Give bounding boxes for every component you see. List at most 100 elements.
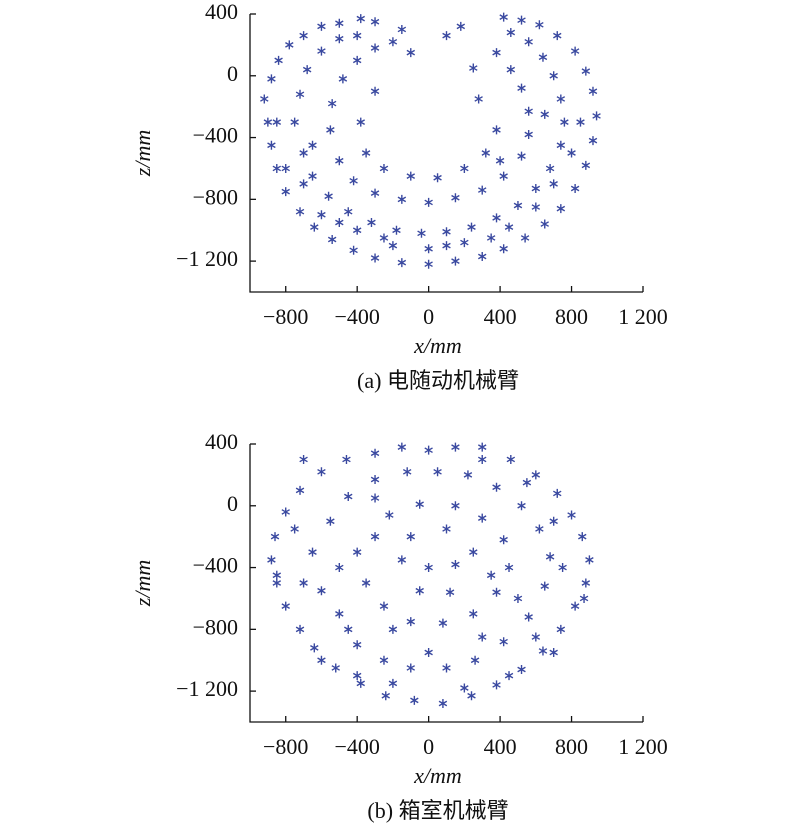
point — [576, 117, 585, 127]
y-tick-label: −1 200 — [176, 246, 238, 271]
point — [281, 601, 290, 611]
point — [367, 218, 376, 227]
point — [524, 129, 533, 139]
point — [460, 683, 469, 693]
point — [535, 20, 544, 30]
point — [361, 578, 371, 588]
point — [506, 65, 516, 75]
point — [352, 225, 362, 235]
point — [553, 31, 562, 41]
point — [281, 163, 290, 173]
point — [517, 15, 526, 25]
point — [344, 492, 353, 502]
point — [410, 695, 419, 705]
point — [370, 86, 380, 96]
point — [388, 678, 398, 688]
point — [517, 151, 526, 161]
point — [388, 624, 398, 634]
point — [299, 578, 308, 588]
point — [295, 89, 305, 99]
caption: (b) 箱室机械臂 — [367, 798, 508, 823]
point — [299, 179, 308, 189]
point — [517, 664, 526, 674]
point — [272, 578, 282, 588]
point — [556, 140, 566, 150]
point — [549, 71, 558, 81]
point — [406, 171, 416, 181]
point — [499, 637, 508, 647]
point — [397, 194, 407, 204]
y-tick-label: −400 — [193, 123, 238, 148]
y-tick-label: −800 — [193, 184, 238, 209]
point — [317, 655, 326, 665]
point — [352, 671, 362, 681]
point — [406, 532, 416, 542]
point — [308, 547, 317, 557]
point — [415, 499, 424, 509]
x-tick-label: 400 — [484, 734, 517, 759]
point — [531, 184, 541, 194]
point — [324, 191, 333, 201]
point — [317, 21, 326, 31]
point — [504, 563, 514, 573]
point — [317, 210, 326, 220]
point — [560, 117, 569, 127]
point — [588, 86, 598, 96]
point — [442, 31, 451, 41]
point — [481, 148, 491, 158]
point — [381, 691, 391, 701]
point — [567, 148, 576, 158]
point — [299, 31, 308, 41]
x-axis-label: x/mm — [413, 763, 462, 788]
point — [585, 555, 594, 565]
x-tick-label: 1 200 — [618, 304, 668, 329]
point — [445, 587, 455, 597]
point — [335, 34, 344, 44]
point — [581, 578, 591, 588]
point — [331, 663, 340, 673]
point — [295, 624, 305, 634]
point — [451, 442, 460, 452]
point — [499, 535, 508, 545]
point — [460, 238, 469, 248]
y-tick-label: −400 — [193, 553, 238, 578]
point — [486, 233, 496, 243]
point — [469, 63, 478, 73]
point — [308, 171, 317, 181]
point — [504, 222, 514, 232]
point — [433, 173, 442, 183]
point — [302, 65, 312, 75]
y-tick-label: 400 — [205, 429, 238, 454]
point — [344, 207, 353, 217]
x-axis-label: x/mm — [413, 333, 462, 358]
point — [442, 663, 451, 673]
point — [492, 125, 501, 135]
point — [290, 524, 299, 534]
point — [285, 40, 294, 50]
point — [424, 197, 433, 207]
point — [397, 442, 407, 452]
point — [281, 187, 290, 197]
point — [522, 478, 532, 488]
point — [270, 532, 280, 542]
point — [470, 655, 480, 665]
point — [379, 655, 389, 665]
x-tick-label: 1 200 — [618, 734, 668, 759]
point — [531, 632, 541, 642]
point — [438, 698, 448, 708]
point — [570, 184, 580, 194]
point — [492, 680, 501, 690]
point — [549, 648, 558, 657]
point — [272, 163, 282, 173]
point — [538, 646, 548, 656]
point — [352, 640, 362, 650]
point — [295, 207, 305, 217]
point — [385, 510, 394, 520]
point — [578, 532, 587, 542]
point — [379, 233, 389, 243]
point — [299, 454, 308, 464]
point — [310, 643, 319, 653]
point — [349, 245, 358, 255]
point — [477, 513, 487, 523]
point — [581, 66, 591, 76]
